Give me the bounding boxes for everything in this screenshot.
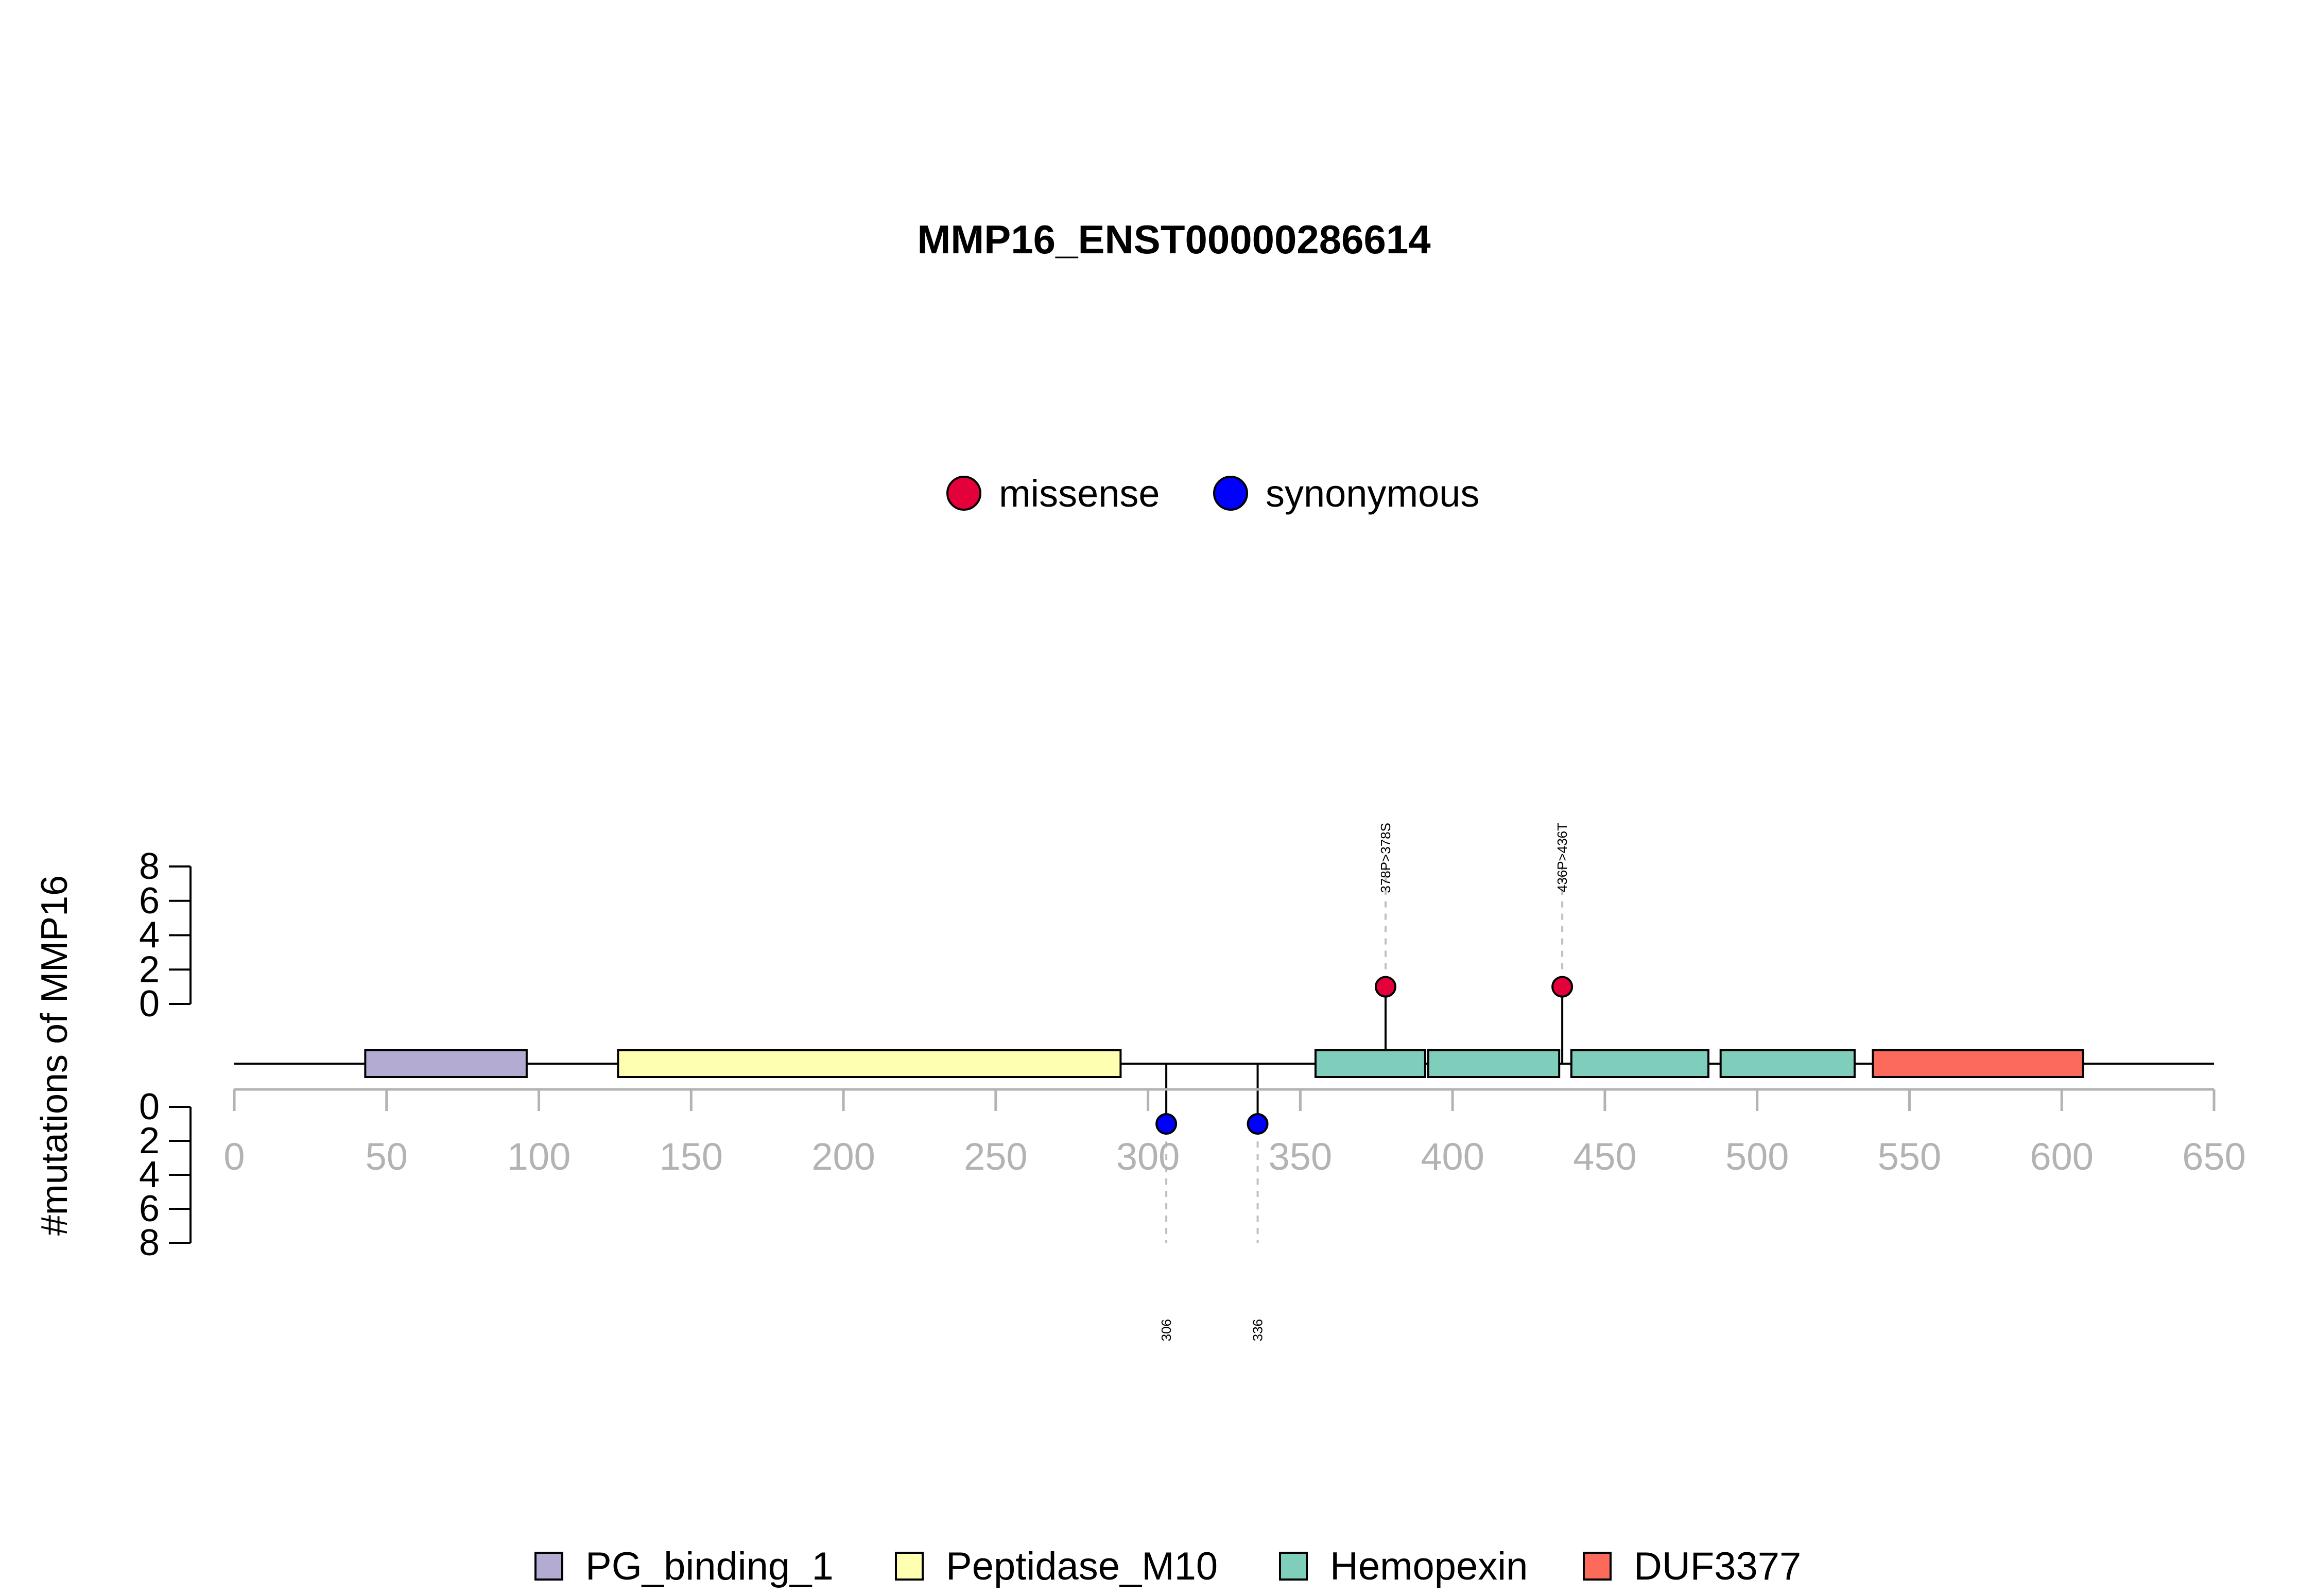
top-y-tick-label: 6 bbox=[139, 880, 160, 922]
domain-legend: PG_binding_1 Peptidase_M10 Hemopexin DUF337… bbox=[534, 1545, 1801, 1588]
bottom-y-tick-label: 2 bbox=[139, 1120, 160, 1161]
domain-legend-label: Hemopexin bbox=[1330, 1545, 1528, 1588]
domain-legend-swatch bbox=[1279, 1552, 1308, 1581]
domain-legend-swatch bbox=[1583, 1552, 1612, 1581]
mutation-label: 378P>378S bbox=[1378, 823, 1393, 893]
missense-mutation-point bbox=[1551, 976, 1574, 998]
synonymous-mutation-point bbox=[1247, 1113, 1269, 1135]
x-tick-label: 650 bbox=[2182, 1135, 2245, 1178]
domain-legend-label: PG_binding_1 bbox=[585, 1545, 834, 1588]
top-y-tick-label: 4 bbox=[139, 915, 160, 956]
bottom-y-tick-label: 6 bbox=[139, 1188, 160, 1229]
x-tick-label: 200 bbox=[811, 1135, 875, 1178]
domain-peptidase-m10 bbox=[617, 1049, 1122, 1078]
domain-hemopexin bbox=[1570, 1049, 1710, 1078]
domain-hemopexin bbox=[1719, 1049, 1856, 1078]
bottom-y-tick-label: 0 bbox=[139, 1086, 160, 1127]
missense-legend-marker bbox=[946, 476, 981, 511]
synonymous-legend-marker bbox=[1213, 476, 1248, 511]
top-y-tick-label: 2 bbox=[139, 949, 160, 990]
missense-legend-label: missense bbox=[999, 472, 1160, 515]
x-tick-label: 300 bbox=[1116, 1135, 1180, 1178]
x-tick-label: 450 bbox=[1573, 1135, 1636, 1178]
missense-mutation-point bbox=[1375, 976, 1397, 998]
domain-legend-swatch bbox=[895, 1552, 924, 1581]
domain-legend-label: DUF3377 bbox=[1634, 1545, 1801, 1588]
x-tick-label: 100 bbox=[507, 1135, 570, 1178]
domain-legend-label: Peptidase_M10 bbox=[946, 1545, 1218, 1588]
domain-legend-swatch bbox=[534, 1552, 563, 1581]
x-tick-label: 350 bbox=[1269, 1135, 1332, 1178]
mutation-legend: missense synonymous bbox=[946, 472, 1479, 515]
domain-duf3377 bbox=[1872, 1049, 2084, 1078]
domain-hemopexin bbox=[1427, 1049, 1561, 1078]
x-tick-label: 250 bbox=[964, 1135, 1027, 1178]
domains bbox=[364, 1049, 2084, 1078]
chart-title: MMP16_ENST00000286614 bbox=[917, 217, 1430, 262]
x-tick-label: 50 bbox=[366, 1135, 408, 1178]
x-tick-label: 400 bbox=[1421, 1135, 1484, 1178]
x-axis: 0 50 100 150 200 250 300 350 400 450 500 550 600 650 bbox=[223, 1088, 2246, 1178]
top-y-tick-label: 0 bbox=[139, 983, 160, 1025]
y-axis-label: #mutations of MMP16 bbox=[34, 875, 75, 1236]
x-tick-label: 550 bbox=[1878, 1135, 1941, 1178]
domain-hemopexin bbox=[1314, 1049, 1426, 1078]
mutation-points: 378P>378S 436P>436T 306 336 bbox=[1155, 823, 1574, 1341]
top-y-tick-label: 8 bbox=[139, 846, 160, 887]
x-tick-label: 500 bbox=[1725, 1135, 1789, 1178]
bottom-y-tick-label: 8 bbox=[139, 1222, 160, 1263]
x-tick-label: 600 bbox=[2030, 1135, 2093, 1178]
synonymous-mutation-point bbox=[1155, 1113, 1178, 1135]
bottom-y-tick-label: 4 bbox=[139, 1154, 160, 1195]
x-tick-label: 150 bbox=[660, 1135, 723, 1178]
x-tick-label: 0 bbox=[223, 1135, 245, 1178]
domain-pg-binding-1 bbox=[364, 1049, 528, 1078]
mutation-label: 306 bbox=[1158, 1319, 1174, 1341]
mutation-label: 436P>436T bbox=[1554, 823, 1570, 892]
synonymous-legend-label: synonymous bbox=[1266, 472, 1479, 515]
mutation-label: 336 bbox=[1250, 1319, 1266, 1341]
